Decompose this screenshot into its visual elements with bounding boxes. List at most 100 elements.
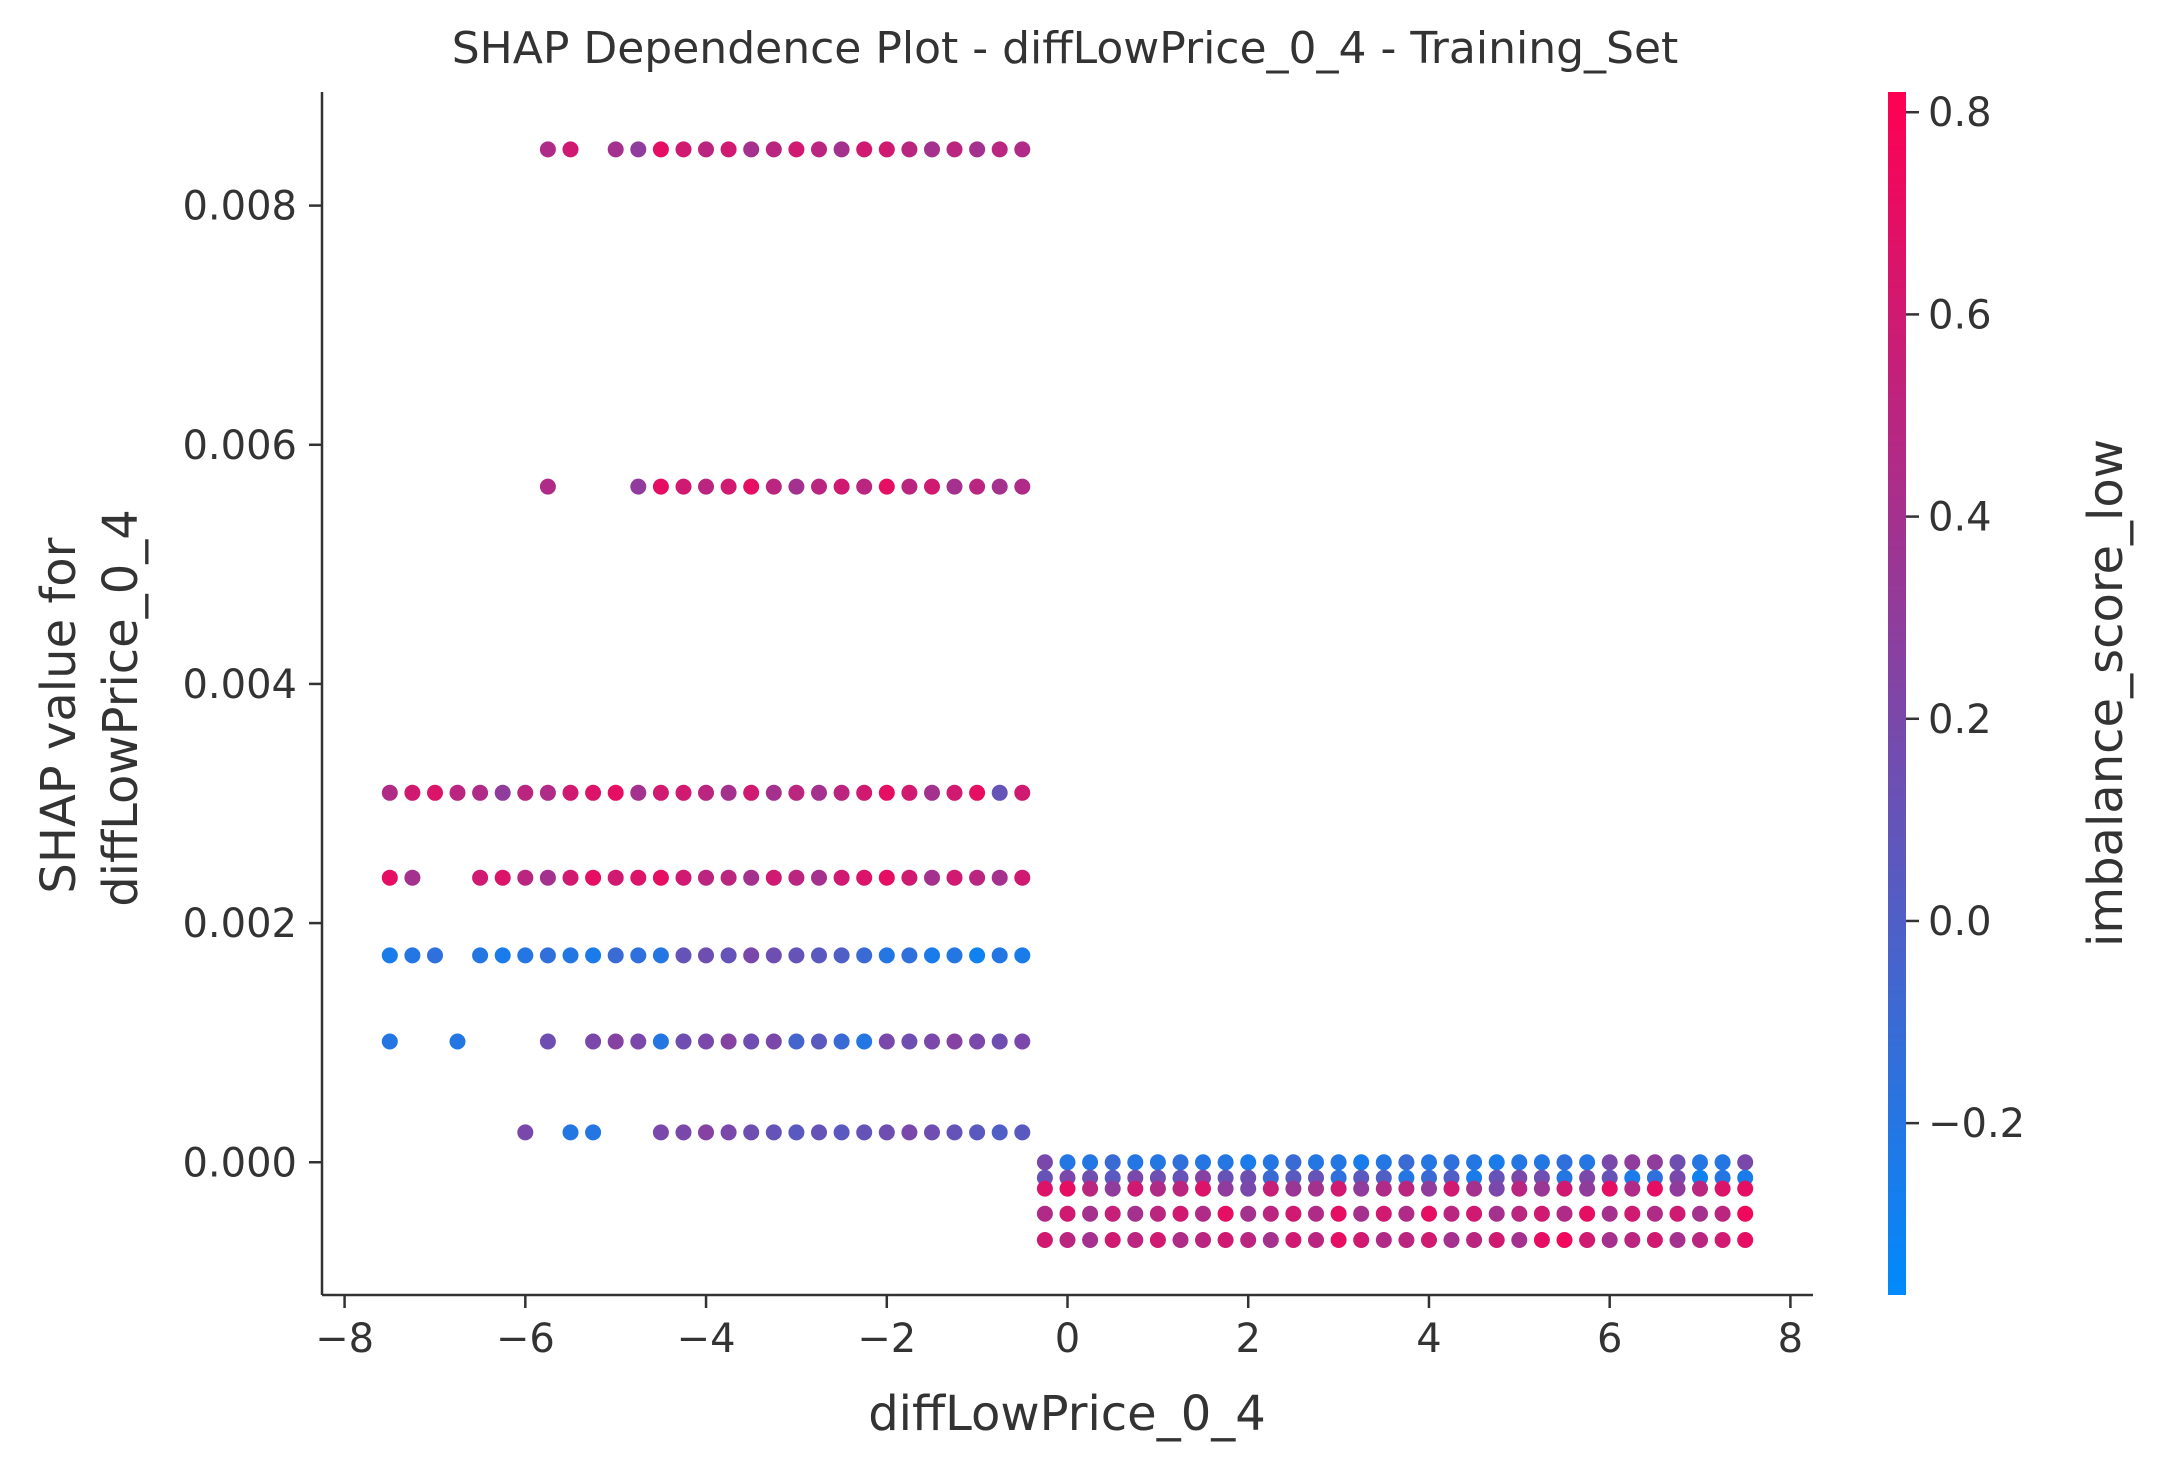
scatter-point (1601, 1232, 1618, 1248)
scatter-point (743, 1124, 760, 1141)
scatter-point (765, 1033, 782, 1050)
scatter-point (1398, 1180, 1415, 1197)
scatter-point (562, 1124, 579, 1141)
scatter-point (1127, 1232, 1144, 1248)
scatter-point (1059, 1154, 1076, 1171)
scatter-point (675, 947, 692, 964)
scatter-point (1149, 1180, 1166, 1197)
scatter-point (1285, 1180, 1302, 1197)
scatter-point (1398, 1205, 1415, 1222)
scatter-point (1082, 1205, 1099, 1222)
scatter-point (901, 478, 918, 495)
scatter-point (833, 478, 850, 495)
scatter-point (1624, 1232, 1641, 1248)
scatter-point (856, 784, 873, 801)
scatter-point (833, 947, 850, 964)
y-tick-label: 0.004 (182, 662, 297, 708)
scatter-point (1511, 1232, 1528, 1248)
scatter-point (856, 1033, 873, 1050)
scatter-point (1104, 1154, 1121, 1171)
scatter-point (675, 1033, 692, 1050)
scatter-point (1262, 1232, 1279, 1248)
x-axis-label: diffLowPrice_0_4 (868, 1386, 1266, 1442)
scatter-point (1240, 1205, 1257, 1222)
scatter-point (517, 947, 534, 964)
scatter-point (427, 784, 443, 801)
scatter-point (743, 141, 760, 158)
scatter-point (946, 869, 963, 886)
scatter-point (675, 141, 692, 158)
scatter-point (539, 784, 556, 801)
scatter-point (1308, 1232, 1324, 1248)
scatter-point (404, 784, 421, 801)
x-tick-label: 0 (1055, 1316, 1080, 1362)
scatter-point (878, 478, 895, 495)
scatter-point (1714, 1180, 1731, 1197)
scatter-point (720, 1033, 737, 1050)
scatter-point (630, 141, 647, 158)
scatter-point (1533, 1154, 1550, 1171)
scatter-point (765, 784, 782, 801)
scatter-point (1556, 1232, 1573, 1248)
scatter-point (1669, 1154, 1686, 1171)
scatter-point (1036, 1232, 1053, 1248)
scatter-point (811, 784, 827, 801)
scatter-point (878, 1033, 895, 1050)
scatter-point (1127, 1180, 1144, 1197)
scatter-point (1059, 1180, 1076, 1197)
scatter-point (1375, 1205, 1392, 1222)
scatter-point (1172, 1180, 1189, 1197)
scatter-point (630, 947, 647, 964)
colorbar-label: imbalance_score_low (2078, 439, 2134, 947)
scatter-point (765, 869, 782, 886)
x-tick-label: −2 (857, 1316, 916, 1362)
scatter-point (517, 869, 534, 886)
scatter-point (878, 869, 895, 886)
scatter-point (1127, 1205, 1144, 1222)
scatter-point (607, 141, 624, 158)
scatter-point (1240, 1154, 1257, 1171)
scatter-point (1466, 1232, 1483, 1248)
scatter-point (494, 784, 511, 801)
scatter-point (946, 478, 963, 495)
scatter-point (449, 784, 466, 801)
scatter-point (1624, 1180, 1641, 1197)
y-axis-label: SHAP value for diffLowPrice_0_4 (31, 509, 149, 907)
scatter-point (946, 141, 963, 158)
scatter-point (720, 141, 737, 158)
scatter-point (1692, 1180, 1708, 1197)
scatter-point (1511, 1205, 1528, 1222)
scatter-point (698, 478, 714, 495)
scatter-point (901, 869, 918, 886)
scatter-point (811, 141, 827, 158)
scatter-point (1601, 1180, 1618, 1197)
scatter-point (1398, 1232, 1415, 1248)
scatter-point (585, 784, 602, 801)
scatter-point (675, 869, 692, 886)
colorbar-tick-label: 0.2 (1928, 697, 1992, 743)
scatter-point (924, 1033, 940, 1050)
scatter-point (924, 784, 940, 801)
scatter-point (720, 478, 737, 495)
scatter-point (1398, 1154, 1415, 1171)
scatter-point (788, 947, 805, 964)
scatter-point (969, 869, 986, 886)
scatter-point (562, 141, 579, 158)
colorbar-tick-label: −0.2 (1928, 1101, 2025, 1147)
x-tick-label: 6 (1597, 1316, 1622, 1362)
scatter-point (1149, 1205, 1166, 1222)
scatter-point (698, 1033, 714, 1050)
scatter-point (675, 1124, 692, 1141)
scatter-point (1556, 1205, 1573, 1222)
scatter-point (743, 784, 760, 801)
scatter-point (1195, 1154, 1211, 1171)
scatter-point (1714, 1154, 1731, 1171)
scatter-point (788, 784, 805, 801)
scatter-point (1059, 1232, 1076, 1248)
scatter-point (1262, 1180, 1279, 1197)
scatter-point (1714, 1232, 1731, 1248)
scatter-point (1714, 1205, 1731, 1222)
scatter-point (743, 1033, 760, 1050)
scatter-point (1308, 1180, 1324, 1197)
scatter-point (833, 1124, 850, 1141)
